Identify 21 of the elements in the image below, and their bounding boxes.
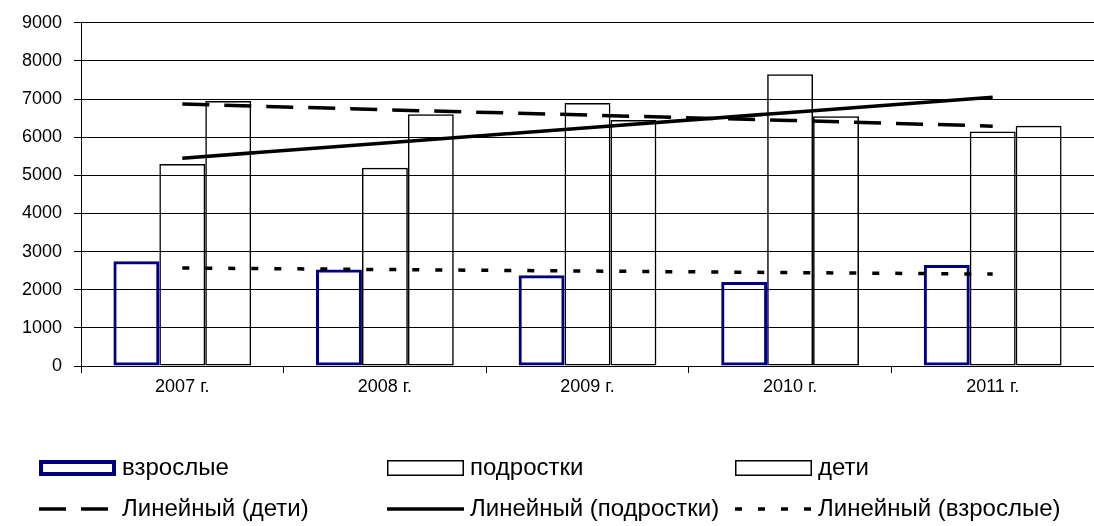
legend-label: дети (818, 452, 869, 480)
y-tick-label: 0 (51, 354, 62, 375)
x-tick-label: 2010 г. (762, 375, 818, 396)
y-tick-label: 8000 (21, 49, 62, 70)
legend-label: подростки (470, 452, 584, 480)
y-tick-label: 3000 (21, 240, 62, 261)
legend-label: Линейный (дети) (122, 493, 309, 521)
legend-label: Линейный (подростки) (470, 493, 720, 521)
y-tick-label: 7000 (21, 88, 62, 109)
x-tick-label: 2011 г. (966, 375, 1020, 396)
legend-label: взрослые (122, 452, 229, 480)
y-tick-label: 9000 (21, 11, 62, 32)
x-tick-label: 2009 г. (560, 375, 615, 396)
y-tick-label: 4000 (21, 202, 62, 223)
legend-label: Линейный (взрослые) (818, 493, 1061, 521)
x-tick-label: 2008 г. (357, 375, 413, 396)
y-tick-label: 2000 (21, 278, 62, 299)
y-tick-label: 6000 (21, 126, 62, 147)
y-tick-label: 5000 (21, 164, 62, 185)
x-tick-label: 2007 г. (155, 375, 210, 396)
y-tick-label: 1000 (21, 316, 62, 337)
